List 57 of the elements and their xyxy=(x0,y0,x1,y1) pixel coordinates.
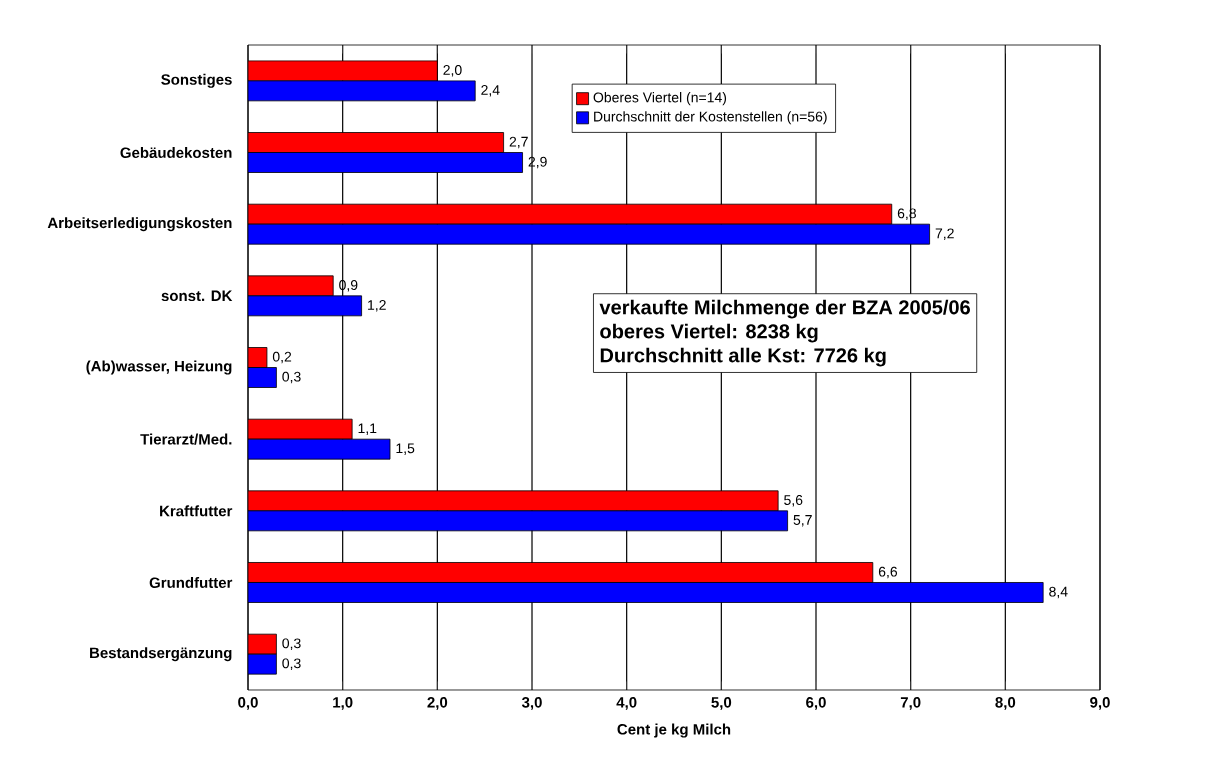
x-axis-title: Cent je kg Milch xyxy=(617,723,731,738)
data-label: 1,5 xyxy=(396,443,415,455)
bar xyxy=(248,633,277,655)
bar xyxy=(248,275,334,297)
bar xyxy=(248,438,391,460)
y-tick-label: Arbeitserledigungskosten xyxy=(47,217,232,232)
data-label: 7,2 xyxy=(935,228,954,240)
x-tick-label: 0,0 xyxy=(238,697,258,710)
x-tick-label: 7,0 xyxy=(900,697,921,710)
bar xyxy=(248,295,362,317)
data-label: 1,2 xyxy=(368,300,386,312)
annotation: verkaufte Milchmenge der BZA 2005/06 xyxy=(599,299,970,319)
y-tick-label: (Ab)wasser, Heizung xyxy=(86,360,232,375)
y-tick-label: Grundfutter xyxy=(149,577,233,589)
bar xyxy=(248,152,523,173)
annotation: Durchschnitt alle Kst: 7726 kg xyxy=(600,347,886,367)
bar xyxy=(248,203,893,225)
bar xyxy=(248,418,353,440)
x-tick-label: 8,0 xyxy=(995,697,1016,710)
bar xyxy=(248,367,277,388)
y-tick-label: Kraftfutter xyxy=(160,505,233,517)
x-tick-label: 5,0 xyxy=(711,697,732,710)
data-label: 8,4 xyxy=(1049,586,1068,599)
x-tick-label: 9,0 xyxy=(1090,697,1110,710)
bar xyxy=(248,582,1044,603)
data-label: 0,3 xyxy=(282,371,301,384)
data-label: 0,3 xyxy=(282,638,301,650)
annotation: oberes Viertel: 8238 kg xyxy=(600,323,818,343)
bar xyxy=(248,510,788,532)
y-tick-label: Sonstiges xyxy=(161,73,232,88)
data-label: 0,2 xyxy=(272,351,292,364)
y-tick-label: Gebäudekosten xyxy=(120,147,232,159)
x-tick-label: 1,0 xyxy=(333,697,353,710)
data-label: 5,7 xyxy=(793,515,812,527)
x-tick-label: 2,0 xyxy=(427,697,448,710)
bar xyxy=(248,80,476,102)
bar xyxy=(248,223,930,245)
data-label: 6,6 xyxy=(878,566,898,579)
x-tick-label: 6,0 xyxy=(806,697,826,710)
bar xyxy=(248,653,277,675)
data-label: 0,3 xyxy=(282,658,301,670)
x-tick-label: 3,0 xyxy=(521,697,542,710)
data-label: 2,7 xyxy=(509,136,528,149)
data-label: 5,6 xyxy=(784,495,803,507)
bar xyxy=(248,490,779,512)
legend-label: Oberes Viertel (n=14) xyxy=(593,92,727,106)
bar xyxy=(248,60,438,82)
x-tick-label: 4,0 xyxy=(616,697,637,710)
data-label: 2,4 xyxy=(481,85,500,97)
bar xyxy=(248,132,504,153)
data-label: 1,1 xyxy=(358,423,377,435)
y-tick-label: sonst. DK xyxy=(161,290,233,302)
y-tick-label: Tierarzt/Med. xyxy=(140,433,232,445)
legend-label: Durchschnitt der Kostenstellen (n=56) xyxy=(594,111,827,125)
data-label: 2,0 xyxy=(443,65,462,77)
bar xyxy=(248,562,874,583)
y-tick-label: Bestandsergänzung xyxy=(90,647,232,662)
